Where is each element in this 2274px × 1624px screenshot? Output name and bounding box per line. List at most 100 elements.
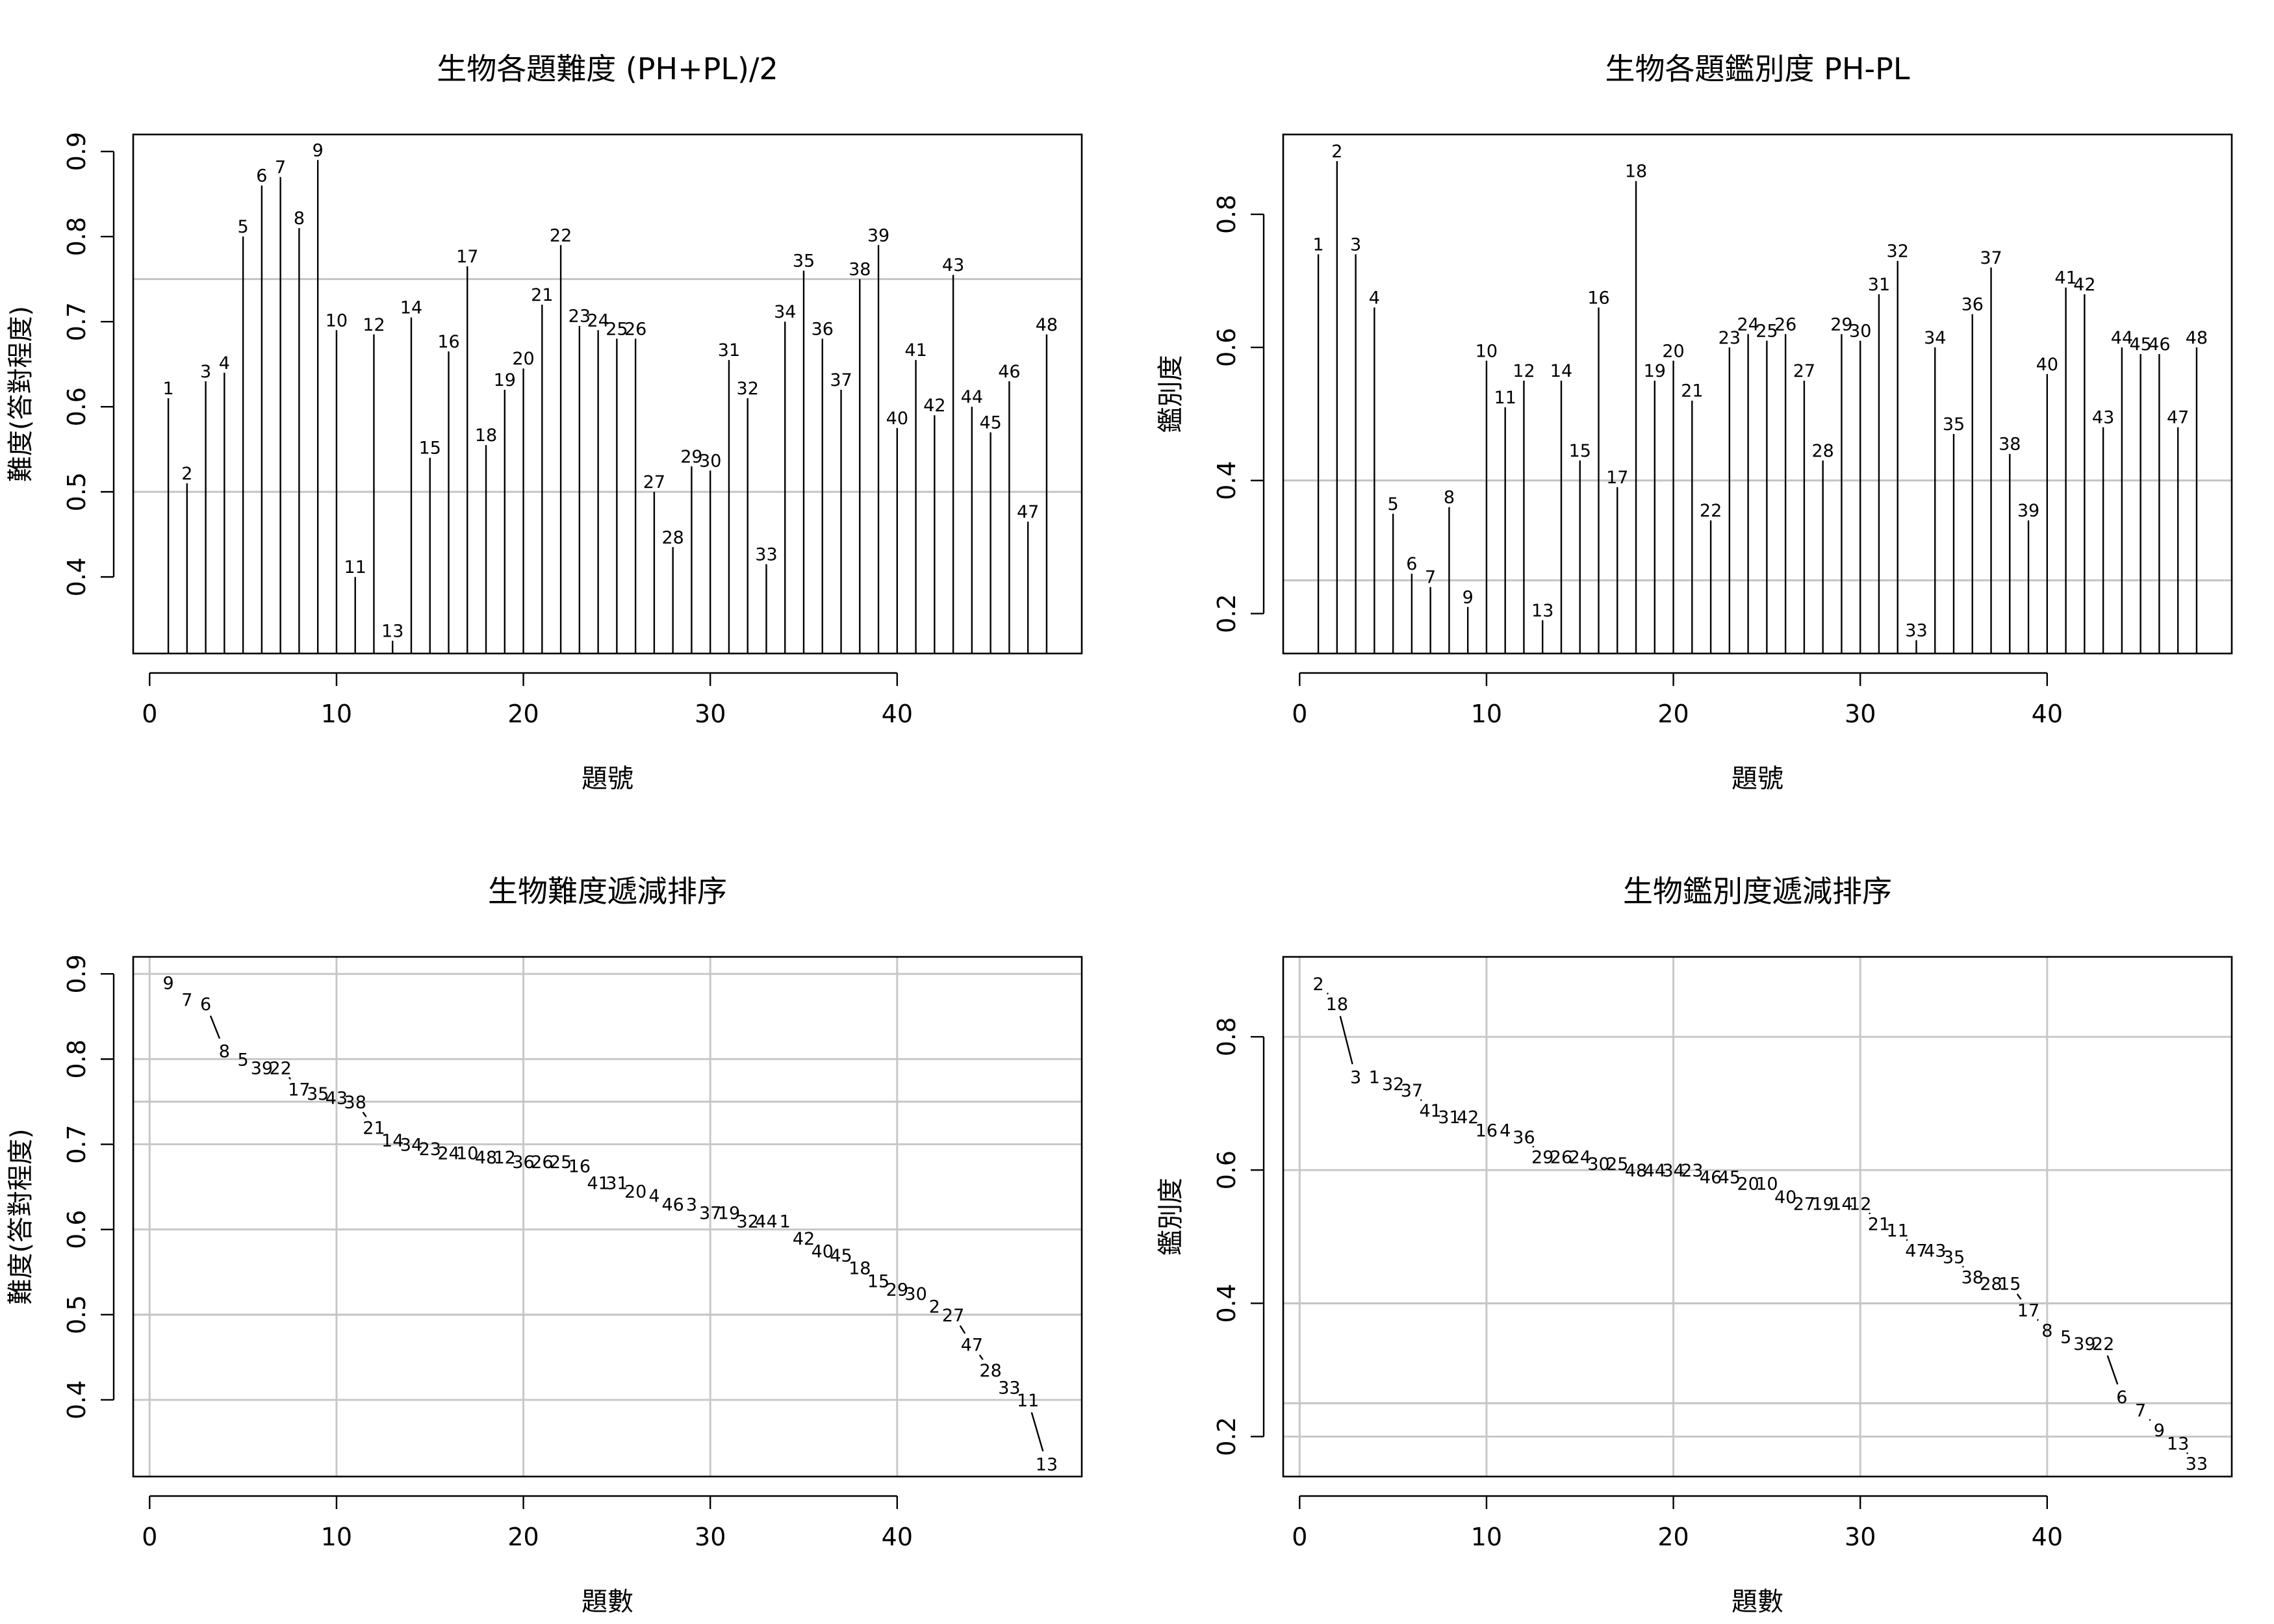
x-tick-label: 20 [507, 1523, 539, 1551]
item-label: 11 [1494, 388, 1516, 408]
point-label: 35 [307, 1084, 329, 1104]
item-label: 45 [979, 412, 1001, 433]
item-label: 8 [294, 209, 305, 229]
item-label: 1 [1312, 235, 1323, 255]
y-tick-label: 0.5 [62, 1295, 91, 1334]
x-tick-label: 0 [1292, 1523, 1307, 1551]
item-label: 7 [275, 157, 286, 177]
point-label: 32 [1382, 1074, 1404, 1095]
item-label: 23 [1718, 328, 1741, 348]
point-label: 25 [1606, 1154, 1628, 1174]
point-label: 18 [849, 1259, 871, 1279]
item-label: 6 [1406, 554, 1417, 574]
x-tick-label: 20 [1657, 700, 1689, 728]
point-label: 19 [718, 1203, 740, 1223]
item-label: 4 [1369, 288, 1380, 308]
point-label: 12 [494, 1148, 516, 1168]
chart-discrimination: 生物各題鑑別度 PH-PL123456789101112131415161718… [1156, 51, 2233, 794]
item-label: 37 [830, 370, 852, 390]
item-label: 28 [661, 527, 683, 548]
y-tick-label: 0.9 [62, 954, 91, 993]
item-label: 2 [1331, 142, 1342, 162]
point-label: 40 [1774, 1187, 1796, 1208]
item-label: 46 [2148, 335, 2170, 355]
item-label: 36 [811, 319, 834, 339]
y-tick-label: 0.4 [62, 1380, 91, 1419]
trend-segment [1906, 1239, 1908, 1241]
item-label: 22 [1700, 501, 1722, 521]
x-axis-label: 題號 [581, 764, 633, 794]
y-tick-label: 0.6 [62, 387, 91, 426]
item-label: 32 [737, 379, 759, 399]
item-label: 30 [1849, 322, 1871, 342]
item-label: 41 [2054, 268, 2076, 288]
chart-title: 生物各題難度 (PH+PL)/2 [437, 51, 778, 86]
y-tick-label: 0.4 [1212, 461, 1241, 500]
point-label: 33 [2186, 1454, 2208, 1474]
point-label: 2 [929, 1297, 940, 1317]
point-label: 34 [1662, 1161, 1684, 1181]
item-label: 12 [363, 315, 385, 335]
item-label: 5 [1388, 494, 1399, 514]
point-label: 13 [1036, 1454, 1058, 1475]
point-label: 1 [780, 1212, 791, 1232]
point-label: 42 [1457, 1108, 1479, 1128]
item-label: 20 [512, 349, 534, 369]
x-tick-label: 0 [142, 700, 157, 728]
item-label: 27 [643, 472, 665, 492]
item-label: 7 [1425, 568, 1436, 588]
item-label: 23 [568, 307, 591, 327]
item-label: 12 [1513, 361, 1535, 381]
point-label: 36 [512, 1152, 534, 1173]
trend-segment [959, 1325, 966, 1334]
chart-title: 生物難度遞減排序 [488, 874, 727, 909]
point-label: 28 [1980, 1275, 2002, 1295]
item-label: 46 [998, 362, 1020, 382]
point-label: 46 [1700, 1167, 1722, 1187]
item-label: 13 [1531, 601, 1553, 621]
y-tick-label: 0.6 [62, 1210, 91, 1249]
point-label: 26 [1550, 1148, 1572, 1168]
y-tick-label: 0.6 [1212, 1150, 1241, 1189]
point-label: 41 [1419, 1101, 1441, 1121]
item-label: 34 [774, 302, 796, 322]
item-label: 40 [2036, 355, 2058, 375]
item-label: 33 [1905, 621, 1927, 641]
point-label: 29 [886, 1280, 908, 1300]
trend-segment [1326, 992, 1329, 995]
trend-segment [978, 1354, 984, 1360]
point-label: 1 [1369, 1068, 1380, 1088]
x-tick-label: 40 [882, 1523, 913, 1551]
point-label: 33 [998, 1378, 1020, 1398]
item-label: 44 [961, 387, 983, 407]
plot-frame [132, 133, 1083, 655]
point-label: 5 [238, 1050, 249, 1070]
y-axis-label: 鑑別度 [1156, 1178, 1186, 1256]
y-axis-label: 難度(答對程度) [6, 306, 36, 482]
point-label: 46 [661, 1195, 683, 1215]
x-tick-label: 30 [1845, 700, 1876, 728]
point-label: 17 [288, 1080, 310, 1100]
item-label: 28 [1811, 441, 1833, 461]
point-label: 43 [326, 1088, 348, 1108]
point-label: 39 [251, 1058, 273, 1078]
item-label: 38 [1999, 435, 2021, 455]
item-label: 16 [1587, 288, 1609, 308]
x-tick-label: 40 [2032, 700, 2063, 728]
y-tick-label: 0.9 [62, 132, 91, 171]
item-label: 14 [1550, 361, 1572, 381]
item-label: 39 [867, 225, 889, 246]
point-label: 24 [437, 1144, 459, 1164]
item-label: 38 [849, 260, 871, 280]
y-tick-label: 0.8 [62, 1039, 91, 1078]
trend-segment [1030, 1412, 1044, 1452]
item-label: 25 [1756, 322, 1778, 342]
item-label: 35 [793, 251, 815, 272]
item-label: 17 [1606, 468, 1628, 488]
y-axis-label: 難度(答對程度) [6, 1128, 36, 1304]
y-tick-label: 0.5 [62, 472, 91, 511]
point-label: 42 [793, 1229, 815, 1249]
chart-title: 生物各題鑑別度 PH-PL [1605, 51, 1910, 86]
